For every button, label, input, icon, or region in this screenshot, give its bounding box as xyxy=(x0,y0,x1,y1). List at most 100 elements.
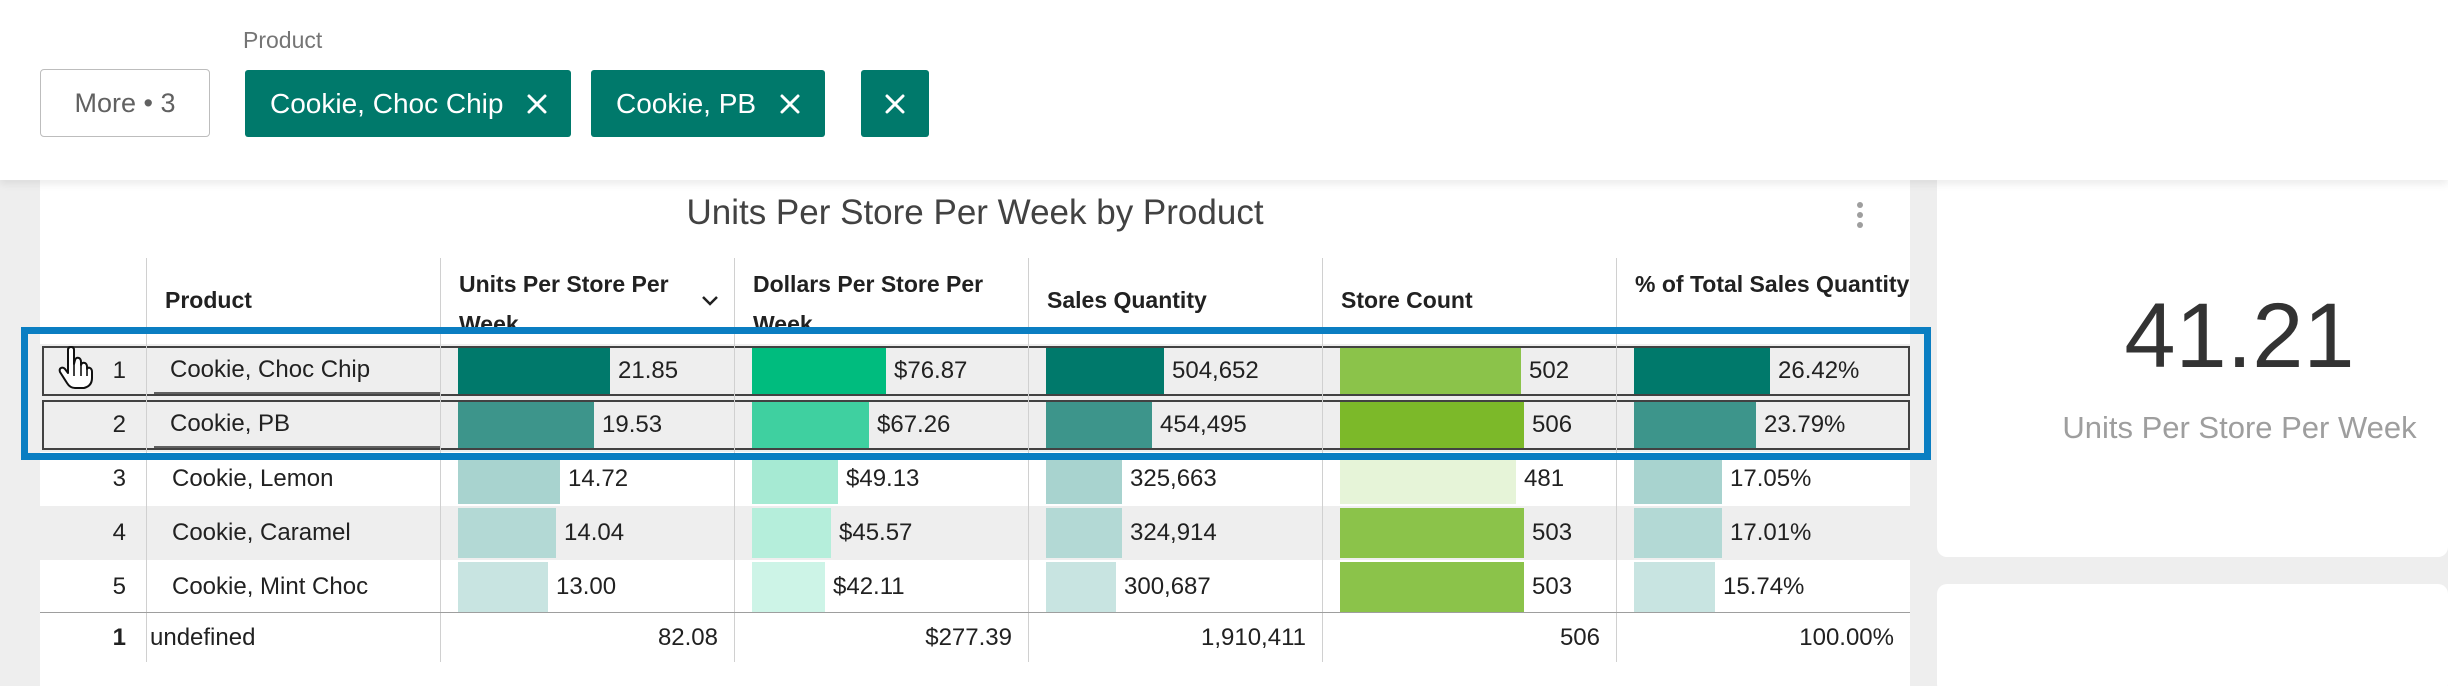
totals-row: 1 undefined 82.08 $277.39 1,910,411 506 … xyxy=(40,612,1910,663)
dollars-bar xyxy=(752,400,869,450)
qty-bar xyxy=(1046,508,1122,558)
stores-bar xyxy=(1340,454,1516,504)
column-divider xyxy=(1028,328,1029,662)
qty-bar xyxy=(1046,346,1164,396)
table-row[interactable]: 4 Cookie, Caramel 14.04 $45.57 324,914 503 17.… xyxy=(40,506,1910,560)
pct-value: 26.42% xyxy=(1778,357,1860,384)
pct-value: 17.05% xyxy=(1730,465,1812,492)
stores-value: 503 xyxy=(1532,573,1573,600)
column-header-sales-quantity[interactable]: Sales Quantity xyxy=(1028,258,1322,328)
pct-bar xyxy=(1634,508,1722,558)
close-icon[interactable] xyxy=(525,92,549,116)
row-number: 2 xyxy=(112,411,126,438)
dollars-bar xyxy=(752,508,831,558)
table-row[interactable]: 2 Cookie, PB 19.53 $67.26 454,495 506 23.79% xyxy=(40,398,1910,452)
row-number: 3 xyxy=(112,465,126,492)
chip-label: Cookie, Choc Chip xyxy=(270,87,504,119)
close-icon[interactable] xyxy=(778,92,802,116)
pct-bar xyxy=(1634,562,1715,612)
kebab-menu-icon[interactable] xyxy=(1856,202,1864,228)
stores-bar xyxy=(1340,400,1524,450)
qty-value: 454,495 xyxy=(1160,411,1247,438)
units-bar xyxy=(458,400,594,450)
kpi-card xyxy=(1937,180,2448,557)
qty-value: 300,687 xyxy=(1124,573,1211,600)
close-icon xyxy=(883,92,907,116)
totals-store-count: 506 xyxy=(1559,624,1600,651)
qty-value: 504,652 xyxy=(1172,357,1259,384)
selection-highlight xyxy=(21,327,1931,460)
dollars-bar xyxy=(752,454,838,504)
column-header-dollars[interactable]: Dollars Per Store Per Week xyxy=(734,258,1028,328)
pct-bar xyxy=(1634,454,1722,504)
row-number: 5 xyxy=(112,573,126,600)
filter-chip-choc-chip[interactable]: Cookie, Choc Chip xyxy=(245,70,571,137)
stores-value: 503 xyxy=(1532,519,1573,546)
units-bar xyxy=(458,454,560,504)
pct-bar xyxy=(1634,400,1756,450)
column-header-label: Units Per Store Per Week xyxy=(459,271,669,328)
product-cell[interactable]: Cookie, PB xyxy=(154,402,440,448)
more-filters-button[interactable]: More • 3 xyxy=(40,69,210,137)
qty-value: 324,914 xyxy=(1130,519,1217,546)
qty-bar xyxy=(1046,562,1116,612)
table-row[interactable]: 1 Cookie, Choc Chip 21.85 $76.87 504,652 502 2… xyxy=(40,344,1910,398)
totals-pct: 100.00% xyxy=(1799,624,1894,651)
stores-value: 481 xyxy=(1524,465,1565,492)
units-value: 14.04 xyxy=(564,519,625,546)
row-number: 4 xyxy=(112,519,126,546)
units-bar xyxy=(458,346,610,396)
dollars-value: $49.13 xyxy=(846,465,920,492)
dollars-value: $42.11 xyxy=(833,573,905,600)
chip-label: Cookie, PB xyxy=(616,87,757,119)
units-bar xyxy=(458,562,548,612)
column-divider xyxy=(146,328,147,662)
pct-value: 23.79% xyxy=(1764,411,1846,438)
column-header-pct-total[interactable]: % of Total Sales Quantity xyxy=(1616,258,1910,328)
totals-dollars: $277.39 xyxy=(925,624,1012,651)
stores-value: 506 xyxy=(1532,411,1573,438)
filter-label: Product xyxy=(243,27,323,53)
hand-pointer-icon xyxy=(58,346,94,395)
dollars-value: $76.87 xyxy=(894,357,968,384)
totals-product: undefined xyxy=(150,624,256,651)
stores-value: 502 xyxy=(1529,357,1570,384)
stores-bar xyxy=(1340,562,1524,612)
totals-row-number: 1 xyxy=(112,624,126,651)
column-header-store-count[interactable]: Store Count xyxy=(1322,258,1616,328)
product-cell[interactable]: Cookie, Lemon xyxy=(172,465,334,492)
qty-value: 325,663 xyxy=(1130,465,1217,492)
column-divider xyxy=(1616,328,1617,662)
pct-bar xyxy=(1634,346,1770,396)
dollars-value: $67.26 xyxy=(877,411,951,438)
product-cell[interactable]: Cookie, Choc Chip xyxy=(154,348,440,394)
qty-bar xyxy=(1046,400,1152,450)
dollars-bar xyxy=(752,562,825,612)
column-header-product[interactable]: Product xyxy=(146,258,440,328)
filter-chip-pb[interactable]: Cookie, PB xyxy=(591,70,825,137)
column-header-units[interactable]: Units Per Store Per Week xyxy=(440,258,734,328)
column-divider xyxy=(440,328,441,662)
pct-value: 17.01% xyxy=(1730,519,1812,546)
secondary-card xyxy=(1937,584,2448,694)
dollars-bar xyxy=(752,346,886,396)
product-cell[interactable]: Cookie, Caramel xyxy=(172,519,351,546)
units-bar xyxy=(458,508,556,558)
units-value: 13.00 xyxy=(556,573,617,600)
stores-bar xyxy=(1340,508,1524,558)
column-divider xyxy=(734,328,735,662)
units-value: 21.85 xyxy=(618,357,679,384)
column-divider xyxy=(1322,328,1323,662)
table-row[interactable]: 3 Cookie, Lemon 14.72 $49.13 325,663 481 17.05… xyxy=(40,452,1910,506)
sort-chevron-icon[interactable] xyxy=(700,280,720,320)
kpi-label: Units Per Store Per Week xyxy=(2062,410,2417,445)
pct-value: 15.74% xyxy=(1723,573,1805,600)
filter-bar: Product More • 3 Cookie, Choc Chip Cooki… xyxy=(0,0,2448,180)
stores-bar xyxy=(1340,346,1521,396)
visual-title: Units Per Store Per Week by Product xyxy=(686,193,1264,232)
product-cell[interactable]: Cookie, Mint Choc xyxy=(172,573,369,600)
clear-filters-button[interactable] xyxy=(861,70,929,137)
totals-units: 82.08 xyxy=(657,624,718,651)
table-row[interactable]: 5 Cookie, Mint Choc 13.00 $42.11 300,687 503 1… xyxy=(40,560,1910,614)
kpi-value: 41.21 xyxy=(2124,285,2355,387)
